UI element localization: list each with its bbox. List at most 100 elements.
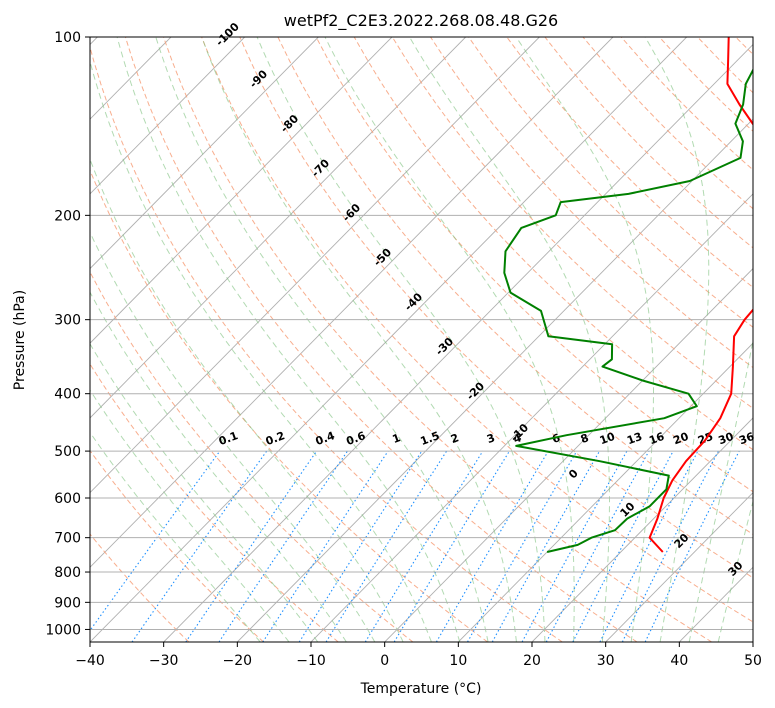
moist-adiabat-line (409, 37, 610, 642)
mixing-ratio-line (218, 450, 348, 642)
mixing-ratio-line (364, 450, 484, 642)
moist-adiabat-line (90, 342, 319, 642)
y-axis-title: Pressure (hPa) (12, 290, 28, 390)
dry-adiabat-line (90, 45, 563, 642)
background-lines (90, 37, 753, 642)
isotherm-line (531, 417, 753, 642)
dry-adiabat-line (90, 362, 339, 642)
x-tick-label: 30 (597, 653, 615, 669)
isotherm-line (90, 37, 393, 344)
mixing-ratio-line (298, 450, 423, 642)
y-tick-label: 800 (54, 565, 81, 581)
mixing-ratio-line (621, 450, 719, 642)
y-tick-label: 600 (54, 491, 81, 507)
mixing-ratio-line (545, 450, 650, 642)
moist-adiabat-line (688, 338, 753, 642)
isotherm-line (384, 267, 753, 642)
dry-adiabat-line (353, 37, 753, 451)
isotherm-line (310, 193, 753, 642)
isotherm-line (605, 492, 753, 642)
dry-adiabat-line (468, 37, 753, 328)
y-tick-label: 400 (54, 387, 81, 403)
dry-adiabat-line (90, 533, 190, 642)
chart-title: wetPf2_C2E3.2022.268.08.48.G26 (284, 11, 558, 31)
isotherm-line (236, 118, 753, 642)
moist-adiabat-line (644, 37, 710, 642)
mixing-ratio-label: 6 (550, 431, 562, 446)
dry-adiabat-line (277, 37, 753, 535)
mixing-ratio-line (644, 450, 740, 642)
mixing-ratio-label: 4 (512, 431, 524, 446)
mixing-ratio-line (325, 450, 448, 642)
y-tick-label: 1000 (45, 622, 81, 638)
dry-adiabat-line (163, 37, 712, 642)
mixing-ratio-label: 20 (671, 430, 690, 448)
mixing-ratio-label: 16 (647, 430, 666, 448)
moist-adiabat-line (155, 37, 489, 642)
isotherm-line (90, 37, 467, 419)
x-tick-label: 50 (744, 653, 762, 669)
moist-adiabat-line (90, 158, 404, 642)
moist-adiabat-line (515, 37, 654, 642)
mixing-ratio-line (90, 450, 221, 632)
moist-adiabat-line (90, 291, 347, 642)
x-tick-label: 10 (449, 653, 467, 669)
moist-adiabat-line (717, 499, 753, 642)
y-tick-label: 100 (54, 30, 81, 46)
moist-adiabat-line (201, 37, 517, 642)
x-tick-label: −30 (149, 653, 179, 669)
x-tick-label: 0 (380, 653, 389, 669)
dewpoint-line (503, 67, 753, 553)
isotherm-line (90, 37, 319, 270)
mixing-ratio-label: 8 (579, 431, 591, 446)
temperature-line (648, 37, 753, 553)
x-axis: −40 −30 −20 −10 0 10 20 30 40 50 (75, 642, 762, 669)
y-tick-label: 900 (54, 595, 81, 611)
dry-adiabat-line (201, 37, 753, 623)
mixing-ratio-label: 0.1 (217, 429, 240, 448)
mixing-ratio-label: 1.5 (419, 429, 442, 448)
mixing-ratio-line (393, 450, 510, 642)
mixing-ratio-label: 1 (391, 431, 403, 446)
isotherm-line (90, 37, 614, 568)
mixing-ratio-line (185, 450, 318, 642)
isotherm-line (457, 342, 753, 642)
moist-adiabat-line (116, 37, 461, 642)
mixing-ratio-label: 10 (598, 430, 617, 448)
isotherm-line (90, 37, 540, 494)
mixing-ratio-line (491, 450, 600, 642)
x-tick-label: 20 (523, 653, 541, 669)
dry-adiabat-line (90, 270, 414, 642)
y-axis: 100 200 300 400 500 600 700 800 900 1000 (45, 30, 90, 638)
x-tick-label: −40 (75, 653, 105, 669)
mixing-ratio-label: 13 (625, 430, 644, 447)
plot-background (90, 37, 753, 642)
dry-adiabat-line (239, 37, 753, 579)
y-tick-label: 500 (54, 444, 81, 460)
moist-adiabat-line (324, 37, 575, 642)
mixing-ratio-label: 0.6 (344, 429, 367, 448)
y-tick-label: 700 (54, 531, 81, 547)
isotherm-line (752, 641, 753, 642)
mixing-ratio-line (131, 450, 268, 642)
mixing-ratio-label: 2 (449, 431, 461, 446)
dry-adiabat-line (315, 37, 753, 493)
x-tick-label: −20 (223, 653, 253, 669)
moist-adiabat-line (90, 59, 432, 642)
isotherm-line (90, 37, 688, 642)
mixing-ratio-label: 3 (485, 431, 497, 446)
mixing-ratio-line (262, 450, 389, 642)
mixing-ratio-label: 0.2 (264, 429, 287, 448)
mixing-ratio-label: 36 (737, 430, 756, 448)
sounding-series (503, 37, 753, 553)
dry-adiabat-line (391, 37, 753, 409)
isotherm-line (90, 37, 246, 195)
mixing-ratio-line (521, 450, 628, 642)
x-tick-label: −10 (296, 653, 326, 669)
moist-adiabat-line (256, 37, 546, 642)
x-tick-label: 40 (670, 653, 688, 669)
y-tick-label: 200 (54, 208, 81, 224)
plot-frame (89, 36, 754, 643)
x-axis-title: Temperature (°C) (360, 681, 482, 697)
